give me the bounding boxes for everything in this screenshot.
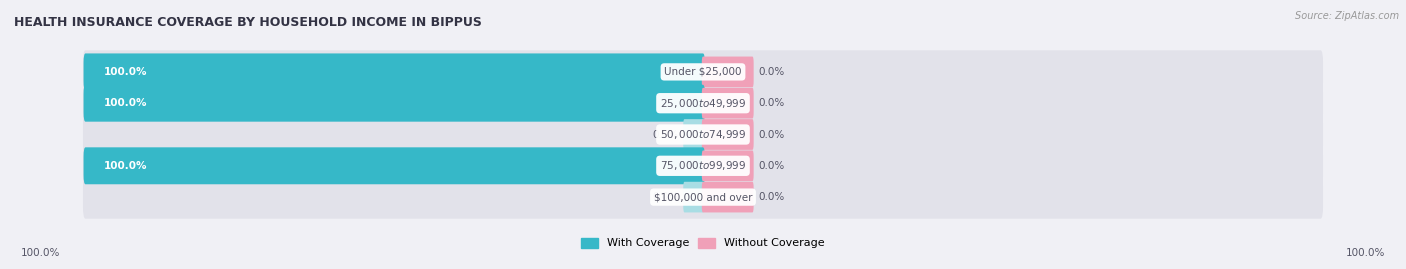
Text: 0.0%: 0.0% (652, 192, 678, 202)
Text: 0.0%: 0.0% (652, 129, 678, 140)
Text: Under $25,000: Under $25,000 (664, 67, 742, 77)
Text: $100,000 and over: $100,000 and over (654, 192, 752, 202)
Text: 0.0%: 0.0% (759, 98, 785, 108)
FancyBboxPatch shape (683, 182, 704, 213)
FancyBboxPatch shape (83, 147, 704, 184)
FancyBboxPatch shape (83, 50, 1323, 94)
Legend: With Coverage, Without Coverage: With Coverage, Without Coverage (576, 233, 830, 253)
FancyBboxPatch shape (702, 88, 754, 119)
FancyBboxPatch shape (702, 182, 754, 213)
Text: 0.0%: 0.0% (759, 192, 785, 202)
FancyBboxPatch shape (83, 113, 1323, 156)
Text: 0.0%: 0.0% (759, 161, 785, 171)
FancyBboxPatch shape (702, 150, 754, 181)
FancyBboxPatch shape (702, 119, 754, 150)
Text: 0.0%: 0.0% (759, 129, 785, 140)
FancyBboxPatch shape (702, 56, 754, 87)
FancyBboxPatch shape (83, 82, 1323, 125)
FancyBboxPatch shape (83, 54, 704, 90)
Text: 0.0%: 0.0% (759, 67, 785, 77)
Text: $50,000 to $74,999: $50,000 to $74,999 (659, 128, 747, 141)
FancyBboxPatch shape (83, 144, 1323, 187)
Text: Source: ZipAtlas.com: Source: ZipAtlas.com (1295, 11, 1399, 21)
Text: 100.0%: 100.0% (104, 67, 148, 77)
Text: 100.0%: 100.0% (104, 161, 148, 171)
FancyBboxPatch shape (683, 119, 704, 150)
Text: 100.0%: 100.0% (21, 248, 60, 258)
Text: HEALTH INSURANCE COVERAGE BY HOUSEHOLD INCOME IN BIPPUS: HEALTH INSURANCE COVERAGE BY HOUSEHOLD I… (14, 16, 482, 29)
Text: 100.0%: 100.0% (1346, 248, 1385, 258)
Text: 100.0%: 100.0% (104, 98, 148, 108)
Text: $25,000 to $49,999: $25,000 to $49,999 (659, 97, 747, 110)
Text: $75,000 to $99,999: $75,000 to $99,999 (659, 159, 747, 172)
FancyBboxPatch shape (83, 85, 704, 122)
FancyBboxPatch shape (83, 175, 1323, 219)
